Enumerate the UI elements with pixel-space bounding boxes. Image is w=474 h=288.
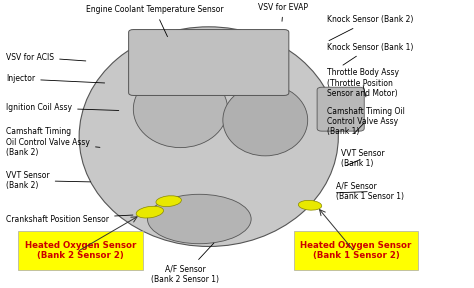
Text: Camshaft Timing
Oil Control Valve Assy
(Bank 2): Camshaft Timing Oil Control Valve Assy (… (6, 127, 100, 157)
Text: Camshaft Timing Oil
Control Valve Assy
(Bank 1): Camshaft Timing Oil Control Valve Assy (… (327, 107, 404, 137)
Text: Ignition Coil Assy: Ignition Coil Assy (6, 103, 119, 112)
Text: A/F Sensor
(Bank 2 Sensor 1): A/F Sensor (Bank 2 Sensor 1) (151, 243, 219, 284)
Text: Heated Oxygen Sensor
(Bank 1 Sensor 2): Heated Oxygen Sensor (Bank 1 Sensor 2) (301, 241, 412, 260)
Text: VSV for EVAP: VSV for EVAP (258, 3, 308, 21)
Ellipse shape (79, 27, 338, 247)
FancyBboxPatch shape (18, 231, 143, 270)
Ellipse shape (156, 196, 182, 206)
Text: Knock Sensor (Bank 1): Knock Sensor (Bank 1) (327, 43, 413, 65)
Text: VVT Sensor
(Bank 2): VVT Sensor (Bank 2) (6, 171, 91, 190)
FancyBboxPatch shape (293, 231, 419, 270)
Ellipse shape (147, 194, 251, 244)
FancyBboxPatch shape (128, 30, 289, 95)
Text: VSV for ACIS: VSV for ACIS (6, 52, 86, 62)
Text: Crankshaft Position Sensor: Crankshaft Position Sensor (6, 215, 133, 223)
Ellipse shape (136, 206, 164, 218)
Text: Injector: Injector (6, 75, 105, 84)
Ellipse shape (298, 200, 322, 210)
Text: VVT Sensor
(Bank 1): VVT Sensor (Bank 1) (341, 149, 384, 168)
Text: Knock Sensor (Bank 2): Knock Sensor (Bank 2) (327, 16, 413, 41)
Text: Engine Coolant Temperature Sensor: Engine Coolant Temperature Sensor (86, 5, 224, 37)
FancyBboxPatch shape (317, 87, 364, 131)
Ellipse shape (133, 71, 228, 148)
Text: Throttle Body Assy
(Throttle Position
Sensor and Motor): Throttle Body Assy (Throttle Position Se… (327, 68, 399, 98)
Ellipse shape (223, 84, 308, 156)
Text: Heated Oxygen Sensor
(Bank 2 Sensor 2): Heated Oxygen Sensor (Bank 2 Sensor 2) (25, 241, 136, 260)
Text: A/F Sensor
(Bank 1 Sensor 1): A/F Sensor (Bank 1 Sensor 1) (336, 182, 404, 201)
